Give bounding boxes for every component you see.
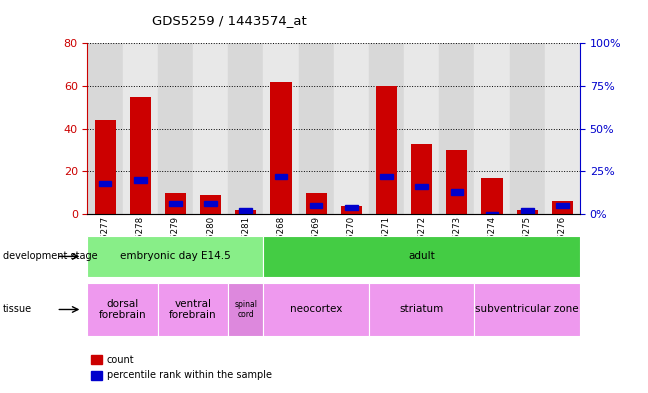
Bar — [95, 120, 115, 214]
Text: subventricular zone: subventricular zone — [476, 305, 579, 314]
Bar — [341, 206, 362, 214]
Bar — [345, 205, 358, 210]
Text: percentile rank within the sample: percentile rank within the sample — [107, 370, 272, 380]
Text: adult: adult — [408, 252, 435, 261]
Text: neocortex: neocortex — [290, 305, 342, 314]
Bar — [200, 195, 221, 214]
Bar — [334, 43, 369, 214]
Bar — [165, 193, 186, 214]
Bar — [228, 283, 263, 336]
Bar — [474, 283, 580, 336]
Bar — [446, 150, 467, 214]
Bar — [439, 43, 474, 214]
Bar — [91, 355, 102, 364]
Bar — [275, 174, 287, 179]
Bar — [369, 43, 404, 214]
Text: embryonic day E14.5: embryonic day E14.5 — [120, 252, 231, 261]
Bar — [481, 178, 503, 214]
Bar — [270, 82, 292, 214]
Bar — [521, 208, 533, 213]
Bar — [169, 201, 181, 206]
Bar — [87, 236, 263, 277]
Bar — [415, 184, 428, 189]
Bar — [556, 203, 569, 208]
Bar — [98, 181, 111, 186]
Bar — [134, 177, 146, 183]
Bar — [87, 43, 122, 214]
Bar — [240, 208, 252, 213]
Text: development stage: development stage — [3, 252, 98, 261]
Bar — [87, 283, 158, 336]
Bar — [369, 283, 474, 336]
Bar — [376, 86, 397, 214]
Bar — [263, 43, 299, 214]
Text: GDS5259 / 1443574_at: GDS5259 / 1443574_at — [152, 15, 307, 28]
Bar — [450, 189, 463, 195]
Bar — [380, 174, 393, 179]
Text: spinal
cord: spinal cord — [235, 300, 257, 319]
Text: striatum: striatum — [400, 305, 444, 314]
Bar — [130, 97, 151, 214]
Text: tissue: tissue — [3, 305, 32, 314]
Bar — [235, 210, 257, 214]
Bar — [486, 211, 498, 217]
Text: count: count — [107, 354, 135, 365]
Bar — [545, 43, 580, 214]
Bar — [310, 203, 323, 208]
Bar — [91, 371, 102, 380]
Text: dorsal
forebrain: dorsal forebrain — [99, 299, 146, 320]
Bar — [193, 43, 228, 214]
Bar — [122, 43, 158, 214]
Bar — [411, 144, 432, 214]
Bar — [263, 236, 580, 277]
Bar — [158, 43, 193, 214]
Bar — [158, 283, 228, 336]
Bar — [263, 283, 369, 336]
Bar — [552, 201, 573, 214]
Bar — [509, 43, 545, 214]
Bar — [474, 43, 509, 214]
Bar — [204, 201, 217, 206]
Bar — [516, 210, 538, 214]
Text: ventral
forebrain: ventral forebrain — [169, 299, 217, 320]
Bar — [228, 43, 263, 214]
Bar — [306, 193, 327, 214]
Bar — [404, 43, 439, 214]
Bar — [299, 43, 334, 214]
